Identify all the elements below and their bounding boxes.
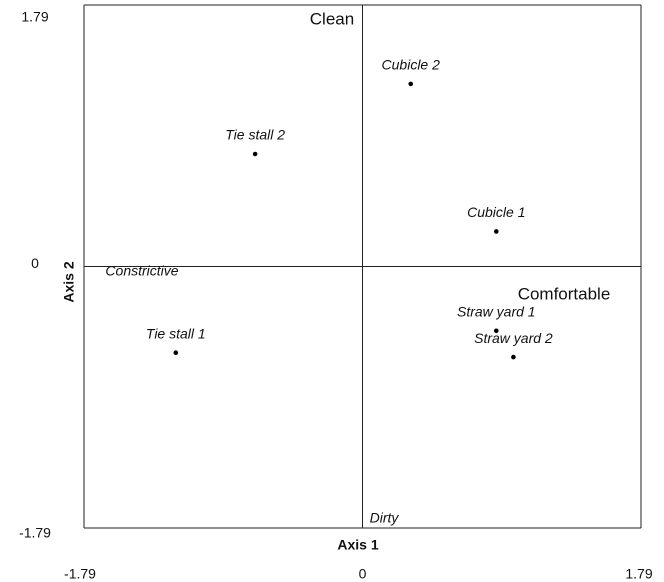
x-tick-label: 1.79 xyxy=(625,566,652,582)
point xyxy=(173,350,179,355)
y-tick-label: 0 xyxy=(31,255,39,271)
y-axis-label: Axis 2 xyxy=(61,261,77,302)
point-label: Straw yard 2 xyxy=(474,330,553,346)
annotation: Constrictive xyxy=(105,263,178,279)
point-label: Tie stall 2 xyxy=(225,127,285,143)
point xyxy=(494,328,499,334)
annotation: Clean xyxy=(310,9,354,28)
x-tick-label: -1.79 xyxy=(64,566,96,582)
point xyxy=(252,151,258,157)
point-label: Tie stall 1 xyxy=(146,325,206,341)
annotation: Dirty xyxy=(370,510,400,526)
x-tick-label: 0 xyxy=(359,566,367,582)
point xyxy=(511,354,516,360)
y-tick-label: -1.79 xyxy=(19,525,51,541)
point-label: Cubicle 1 xyxy=(467,204,525,220)
annotation: Comfortable xyxy=(518,284,611,303)
point-label: Straw yard 1 xyxy=(457,303,536,319)
point xyxy=(494,229,499,234)
point xyxy=(408,81,414,87)
x-axis-label: Axis 1 xyxy=(337,537,378,553)
y-tick-label: 1.79 xyxy=(21,9,48,25)
point-label: Cubicle 2 xyxy=(382,57,441,73)
